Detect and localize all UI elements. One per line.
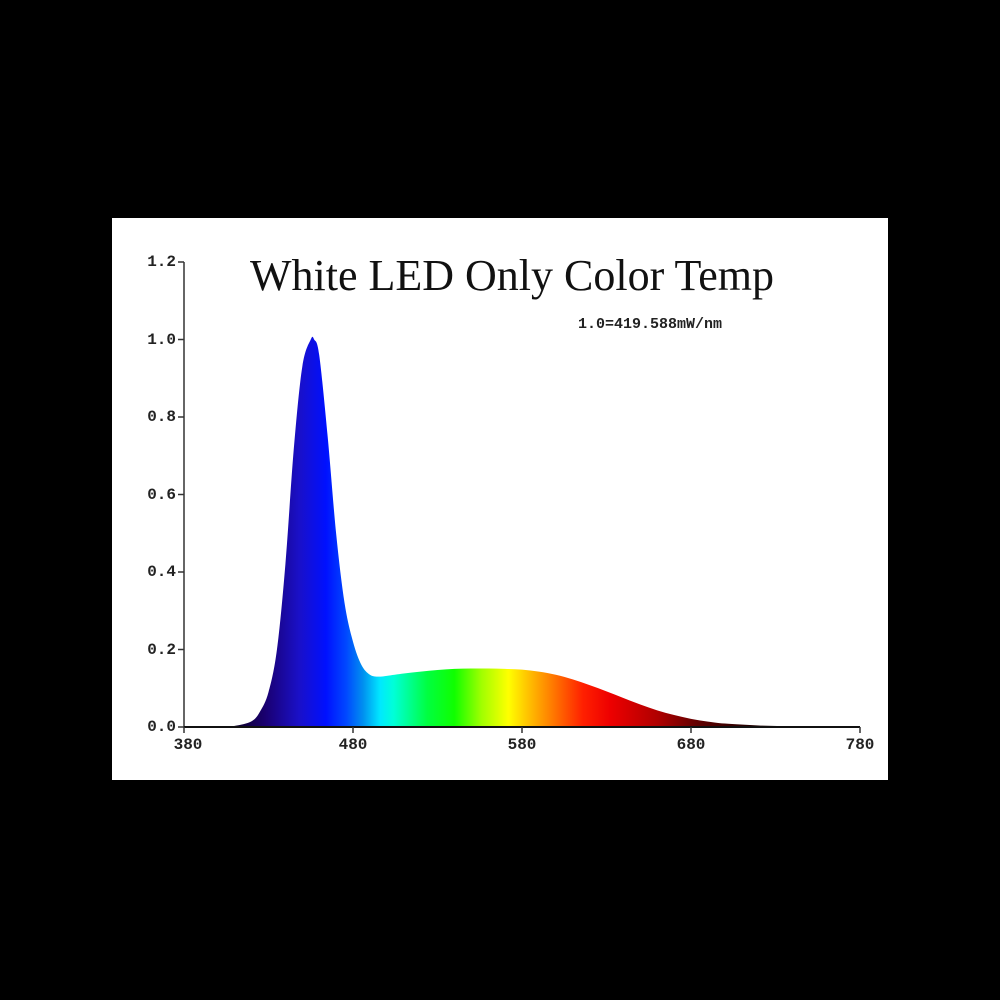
y-tick-marks <box>178 261 184 728</box>
y-tick-label: 0.0 <box>147 718 176 736</box>
chart-title: White LED Only Color Temp <box>249 251 775 300</box>
x-tick-label: 380 <box>173 736 203 754</box>
y-tick-label: 1.2 <box>147 253 176 271</box>
x-tick-marks <box>183 727 861 733</box>
y-tick-label: 1.0 <box>147 331 176 349</box>
y-tick-label: 0.8 <box>147 408 176 426</box>
spectrum-area <box>184 336 860 727</box>
y-tick-label: 0.2 <box>147 641 176 659</box>
x-tick-label: 680 <box>676 736 706 754</box>
y-tick-label: 0.6 <box>147 486 176 504</box>
x-tick-label: 480 <box>338 736 368 754</box>
x-tick-label: 580 <box>507 736 537 754</box>
y-tick-label: 0.4 <box>147 563 176 581</box>
x-tick-label: 780 <box>845 736 875 754</box>
chart-subtitle: 1.0=419.588mW/nm <box>578 316 723 333</box>
